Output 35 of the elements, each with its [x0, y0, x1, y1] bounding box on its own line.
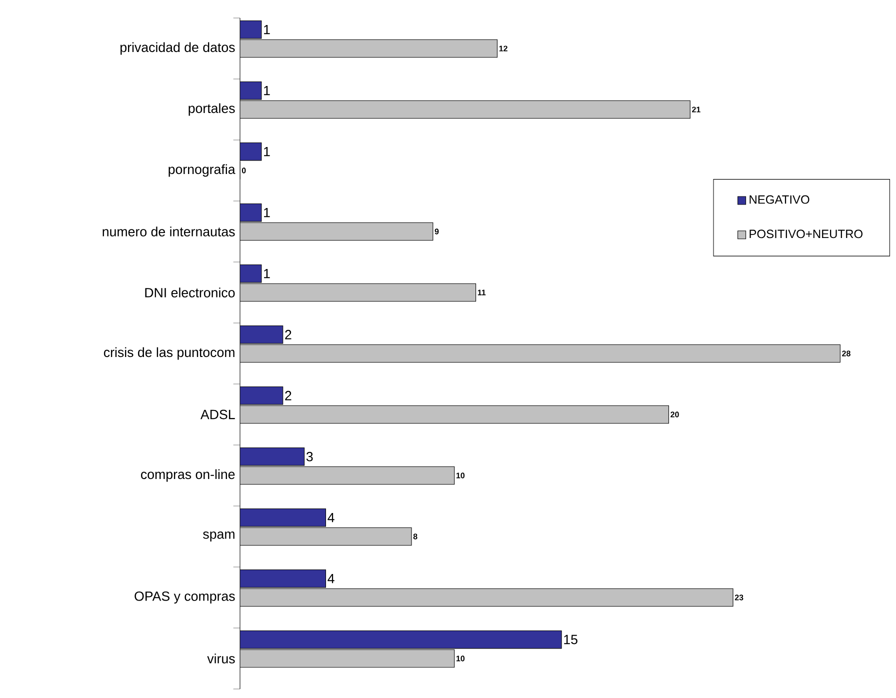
y-tick-label: ADSL [200, 410, 235, 420]
data-label: 11 [478, 290, 486, 296]
data-label: 0 [242, 168, 246, 174]
data-label: 1 [264, 24, 270, 34]
y-tick-label: crisis de las puntocom [104, 347, 234, 360]
y-tick-label: DNI electronico [145, 288, 235, 298]
y-tick-label: numero de internautas [102, 226, 235, 236]
data-label: 9 [434, 228, 439, 234]
legend-label: POSITIVO+NEUTRO [750, 230, 862, 238]
y-tick-label: privacidad de datos [120, 42, 235, 55]
data-label: 2 [285, 390, 292, 400]
data-label: 21 [692, 106, 700, 112]
data-label: 1 [264, 86, 270, 96]
y-tick-label: OPAS y compras [134, 591, 235, 604]
data-label: 8 [413, 534, 418, 540]
data-label: 23 [734, 594, 744, 600]
y-tick-label: compras on-line [141, 469, 235, 482]
y-tick-label: virus [207, 654, 235, 664]
data-label: 1 [264, 208, 270, 218]
legend-label: NEGATIVO [750, 195, 810, 204]
data-label: 1 [264, 146, 270, 156]
data-label: 1 [264, 268, 270, 278]
y-tick-label: pornografia [168, 164, 236, 177]
data-label: 2 [285, 330, 292, 340]
data-label: 12 [499, 46, 508, 52]
data-label: 10 [456, 656, 465, 662]
data-label: 28 [842, 350, 850, 356]
y-tick-label: spam [203, 532, 234, 542]
data-label: 4 [328, 574, 334, 584]
data-label: 4 [328, 512, 334, 522]
y-tick-label: portales [188, 103, 235, 116]
data-label: 20 [670, 412, 679, 418]
data-label: 3 [306, 452, 313, 462]
data-label: 15 [564, 634, 578, 644]
data-label: 10 [456, 472, 465, 478]
